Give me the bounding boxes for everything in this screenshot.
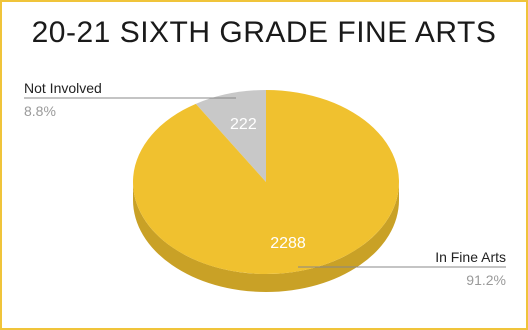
pie-depth [133,182,399,292]
slice-percent-in-fine-arts: 91.2% [466,272,506,288]
pie-slice-1 [132,90,400,274]
pie-labels: 222 2288 Not Involved 8.8% In Fine Arts … [24,80,506,288]
chart-title: 20-21 SIXTH GRADE FINE ARTS [31,16,497,49]
slice-name-not-involved: Not Involved [24,80,102,96]
pie-slice-0 [195,90,266,182]
pie-leader-lines [24,97,506,268]
slice-value-in-fine-arts: 2288 [270,235,306,252]
pie-slices [132,90,400,274]
slice-value-not-involved: 222 [230,116,257,133]
slice-percent-not-involved: 8.8% [24,103,56,119]
slice-name-in-fine-arts: In Fine Arts [435,249,506,265]
slice-depth-1 [133,182,399,292]
